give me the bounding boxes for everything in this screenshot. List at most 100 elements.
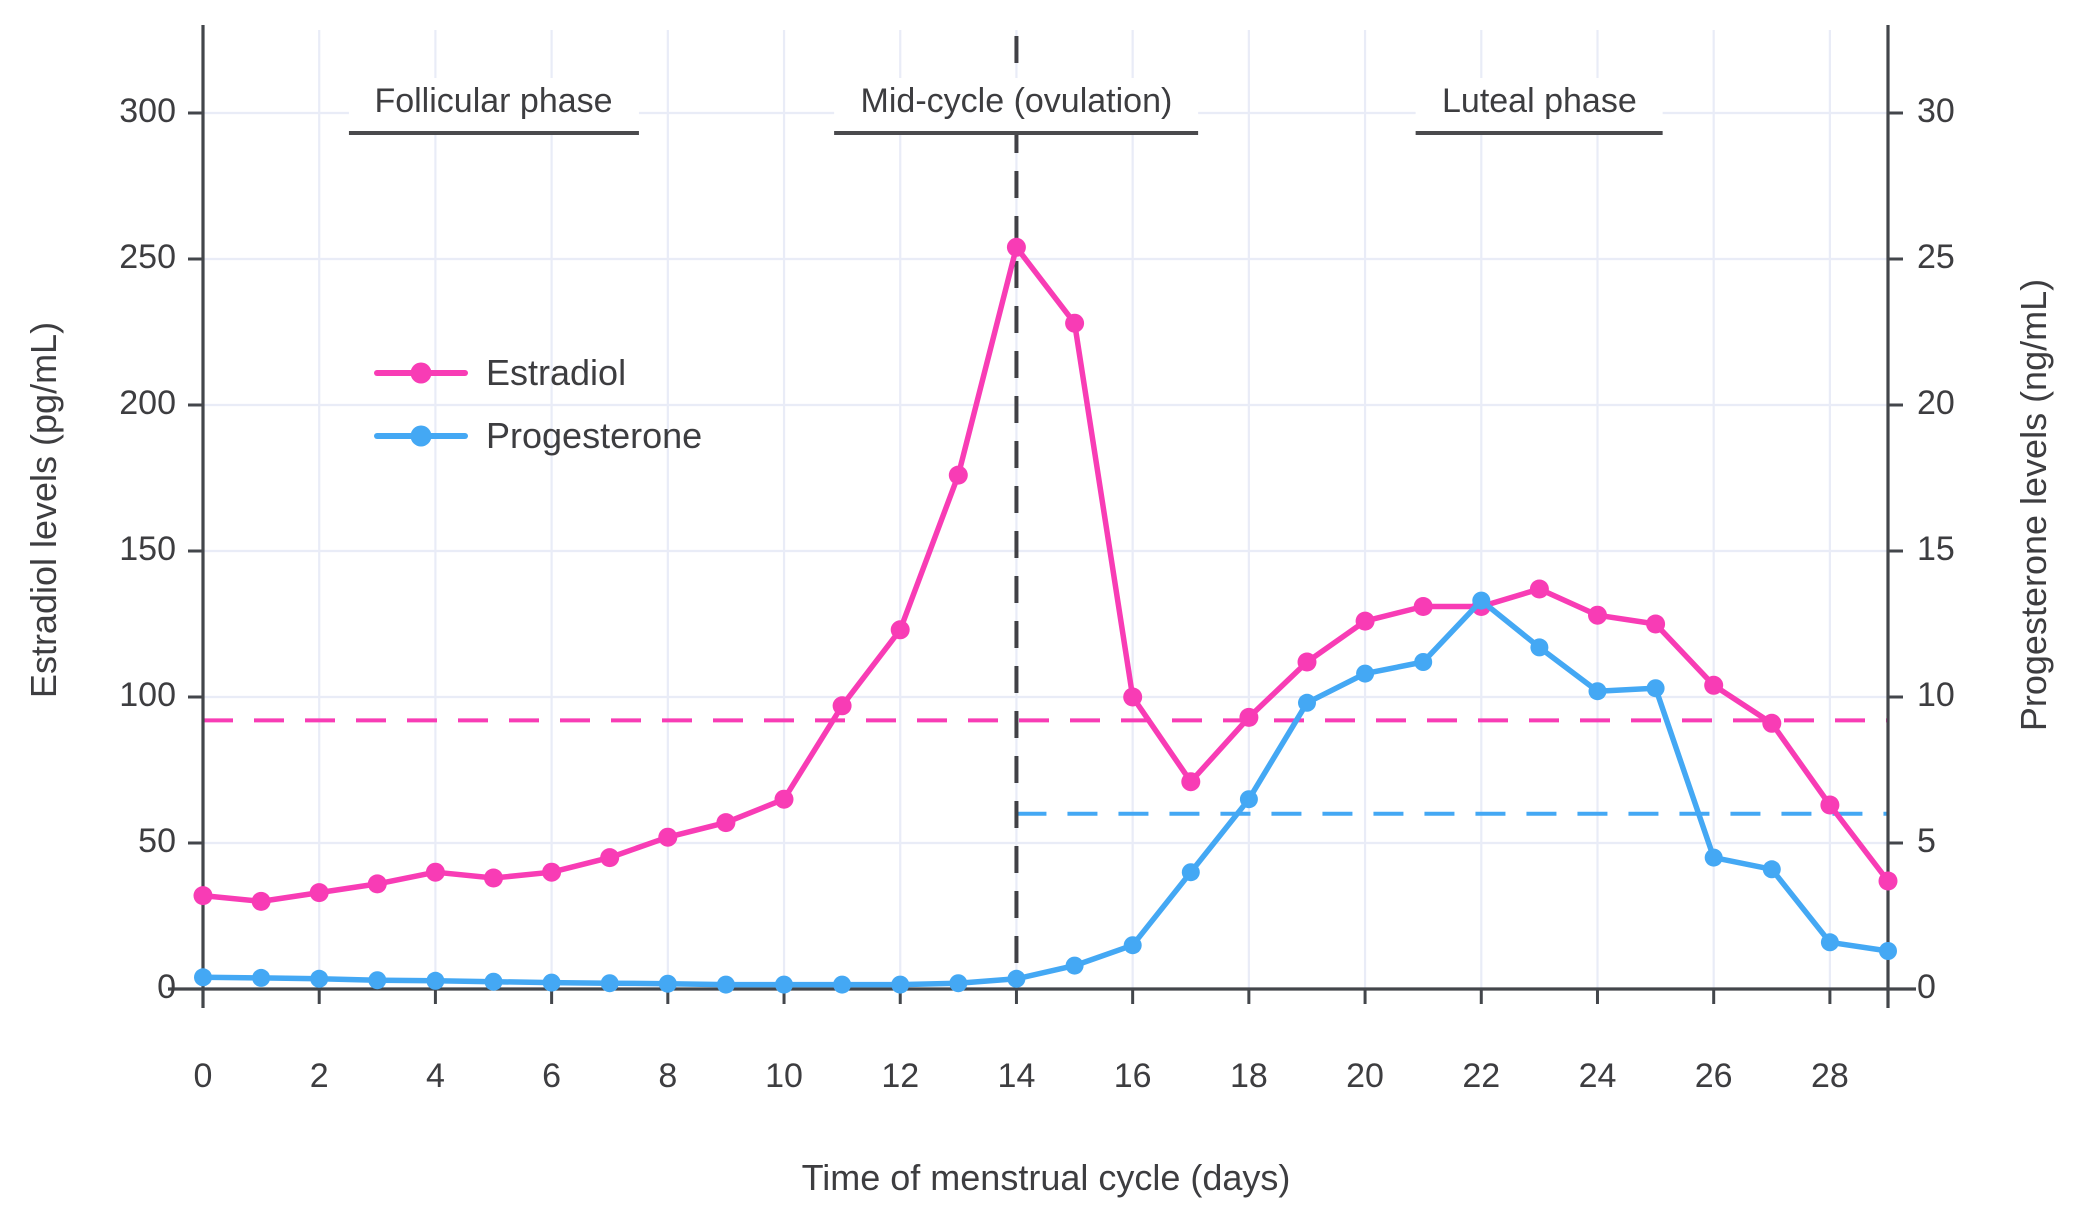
- estradiol-marker: [890, 620, 910, 640]
- estradiol-marker: [367, 874, 387, 894]
- left-tick-label: 50: [138, 822, 176, 860]
- left-tick-label: 100: [119, 676, 176, 714]
- x-tick-label: 0: [194, 1057, 213, 1095]
- estradiol-marker: [1413, 597, 1433, 616]
- progesterone-marker: [658, 974, 677, 993]
- right-tick-label: 20: [1917, 384, 1955, 422]
- estradiol-marker: [251, 891, 271, 911]
- estradiol-marker: [1239, 707, 1259, 727]
- estradiol-marker: [1355, 611, 1375, 631]
- progesterone-marker: [252, 968, 271, 987]
- right-tick-label: 30: [1917, 92, 1955, 130]
- right-tick-label: 10: [1917, 676, 1955, 714]
- x-tick-label: 20: [1346, 1057, 1384, 1095]
- progesterone-marker: [833, 975, 852, 994]
- progesterone-marker: [1704, 848, 1723, 867]
- x-tick-label: 6: [542, 1057, 561, 1095]
- axes: 0 2 4 6 8 10 12 14 16 18 20 22 24 26 28050100150200250…: [119, 25, 1955, 1095]
- estradiol-marker: [1297, 652, 1317, 672]
- estradiol-marker: [542, 862, 562, 882]
- legend-label-progesterone: Progesterone: [486, 415, 703, 456]
- progesterone-marker: [1414, 653, 1433, 671]
- estradiol-marker: [774, 789, 794, 809]
- progesterone-legend-marker: [410, 425, 432, 447]
- x-axis-label: Time of menstrual cycle (days): [801, 1157, 1291, 1198]
- estradiol-marker: [484, 868, 503, 888]
- left-tick-label: 250: [119, 238, 176, 276]
- estradiol-marker: [832, 696, 852, 716]
- progesterone-marker: [716, 975, 735, 994]
- estradiol-marker: [1762, 713, 1782, 733]
- left-tick-label: 300: [119, 92, 176, 130]
- x-tick-label: 24: [1579, 1057, 1617, 1095]
- progesterone-marker: [600, 974, 619, 993]
- annotation-luteal-phase: Luteal phase: [1416, 78, 1663, 135]
- annotation-mid-cycle: Mid-cycle (ovulation): [834, 78, 1199, 135]
- progesterone-line: [200, 597, 1891, 988]
- x-tick-label: 10: [765, 1057, 803, 1095]
- estradiol-marker: [716, 813, 736, 833]
- progesterone-marker: [1820, 933, 1839, 952]
- estradiol-line: [200, 244, 1891, 905]
- estradiol-marker: [193, 886, 213, 906]
- progesterone-marker: [1239, 790, 1258, 809]
- estradiol-legend-marker: [410, 362, 432, 384]
- reference-lines: [203, 36, 1888, 989]
- progesterone-marker: [1065, 956, 1084, 975]
- y-axis-label-right: Progesterone levels (ng/mL): [2013, 278, 2054, 732]
- progesterone-marker: [542, 973, 561, 992]
- y-axis-label-left: Estradiol levels (pg/mL): [23, 321, 64, 699]
- estradiol-marker: [1065, 313, 1085, 333]
- estradiol-marker: [658, 827, 678, 847]
- x-tick-label: 22: [1462, 1057, 1500, 1095]
- progesterone-marker: [1181, 863, 1200, 882]
- x-tick-label: 26: [1695, 1057, 1733, 1095]
- progesterone-marker: [1123, 936, 1142, 955]
- right-tick-label: 15: [1917, 530, 1955, 568]
- x-tick-label: 28: [1811, 1057, 1849, 1095]
- estradiol-marker: [1704, 675, 1724, 695]
- right-tick-label: 5: [1917, 822, 1936, 860]
- estradiol-marker: [1529, 579, 1549, 599]
- progesterone-marker: [1007, 969, 1026, 988]
- progesterone-marker: [1879, 942, 1897, 960]
- annotation-follicular-phase: Follicular phase: [348, 78, 639, 135]
- progesterone-marker: [1298, 693, 1316, 712]
- estradiol-marker: [1878, 871, 1898, 891]
- progesterone-marker: [484, 972, 503, 991]
- estradiol-marker: [425, 862, 445, 882]
- gridlines: [203, 30, 1888, 989]
- progesterone-marker: [1588, 682, 1607, 701]
- x-tick-label: 12: [881, 1057, 919, 1095]
- progesterone-marker: [426, 971, 445, 990]
- estradiol-marker: [1181, 772, 1201, 792]
- progesterone-marker: [1646, 679, 1665, 698]
- right-tick-label: 0: [1917, 968, 1936, 1006]
- estradiol-marker: [1820, 795, 1840, 815]
- right-tick-label: 25: [1917, 238, 1955, 276]
- estradiol-series: [193, 237, 1898, 911]
- x-tick-label: 14: [998, 1057, 1036, 1095]
- progesterone-marker: [775, 975, 793, 994]
- progesterone-marker: [194, 968, 212, 987]
- legend-item-estradiol: Estradiol: [374, 352, 626, 394]
- estradiol-marker: [1006, 237, 1026, 257]
- progesterone-marker: [949, 974, 968, 993]
- estradiol-marker: [309, 883, 329, 903]
- left-tick-label: 0: [157, 968, 176, 1006]
- legend-label-estradiol: Estradiol: [486, 352, 627, 393]
- legend-item-progesterone: Progesterone: [374, 415, 702, 457]
- progesterone-marker: [368, 971, 387, 990]
- x-tick-label: 2: [310, 1057, 329, 1095]
- estradiol-marker: [600, 848, 620, 868]
- progesterone-legend-swatch: [374, 425, 468, 447]
- x-tick-label: 16: [1114, 1057, 1152, 1095]
- left-tick-label: 150: [119, 530, 176, 568]
- estradiol-marker: [1123, 687, 1143, 707]
- estradiol-marker: [1646, 614, 1666, 634]
- estradiol-legend-swatch: [374, 362, 468, 384]
- x-tick-label: 8: [658, 1057, 677, 1095]
- left-tick-label: 200: [119, 384, 176, 422]
